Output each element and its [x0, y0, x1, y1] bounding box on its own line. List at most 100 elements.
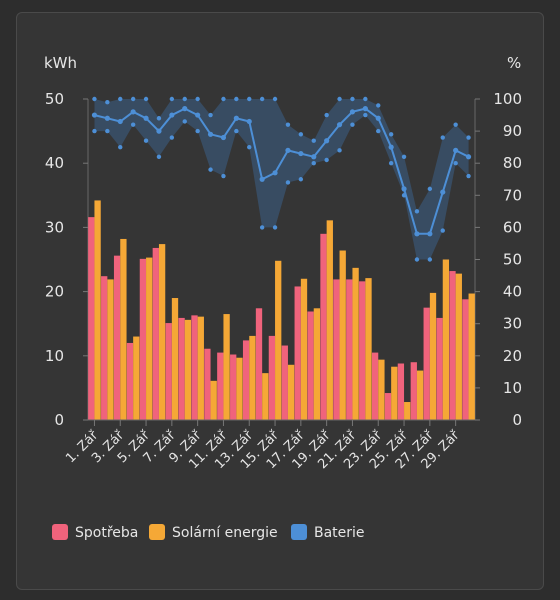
right-axis-tick-label: 10 — [503, 379, 522, 397]
bar-solarni-energie — [236, 357, 243, 420]
bar-spotreba — [255, 308, 263, 420]
battery-max-point — [143, 96, 149, 102]
battery-max-point — [401, 154, 407, 159]
battery-min-point — [298, 177, 304, 182]
bar-spotreba — [88, 217, 95, 420]
battery-max-point — [427, 186, 433, 192]
bar-solarni-energie — [300, 278, 308, 420]
bar-spotreba — [230, 354, 237, 420]
battery-avg-point — [427, 231, 433, 237]
battery-min-point — [311, 161, 316, 166]
battery-min-point — [363, 112, 368, 118]
right-axis-tick-label: 80 — [503, 154, 522, 172]
battery-avg-point — [362, 106, 368, 112]
battery-min-point — [466, 173, 471, 179]
battery-avg-point — [117, 118, 123, 125]
battery-avg-point — [272, 170, 278, 176]
battery-min-point — [156, 154, 162, 159]
bar-solarni-energie — [158, 244, 166, 420]
bar-spotreba — [307, 311, 314, 420]
legend-spotreba[interactable]: Spotřeba — [52, 524, 138, 541]
bar-spotreba — [397, 363, 405, 420]
bar-spotreba — [436, 317, 443, 420]
left-axis-tick-label: 50 — [45, 90, 64, 108]
battery-min-point — [324, 157, 329, 163]
battery-max-point — [169, 96, 175, 102]
bar-solarni-energie — [197, 316, 204, 420]
battery-max-point — [350, 96, 355, 102]
battery-max-point — [247, 96, 252, 102]
battery-min-point — [208, 167, 213, 172]
bar-spotreba — [462, 299, 469, 420]
battery-min-point — [388, 161, 394, 166]
battery-max-point — [285, 122, 291, 127]
bar-solarni-energie — [442, 259, 450, 420]
left-axis-tick-label: 10 — [45, 347, 64, 365]
battery-max-point — [466, 135, 471, 140]
battery-max-point — [440, 135, 445, 140]
battery-min-point — [259, 225, 265, 230]
battery-min-point — [272, 225, 278, 230]
bar-solarni-energie — [171, 298, 179, 420]
battery-max-point — [92, 96, 97, 102]
bar-spotreba — [268, 335, 276, 420]
battery-max-point — [414, 209, 420, 214]
legend-baterie[interactable]: Baterie — [291, 524, 365, 541]
battery-min-point — [118, 144, 123, 150]
battery-max-point — [453, 122, 458, 127]
battery-min-point — [414, 257, 420, 262]
battery-avg-point — [259, 176, 265, 182]
battery-avg-point — [169, 112, 175, 118]
bar-spotreba — [101, 276, 108, 420]
right-axis-tick-label: 30 — [503, 315, 522, 333]
bar-spotreba — [204, 348, 211, 420]
bar-spotreba — [346, 279, 353, 420]
bar-spotreba — [242, 340, 250, 420]
bar-solarni-energie — [249, 335, 256, 420]
bar-spotreba — [410, 362, 417, 420]
battery-avg-point — [104, 115, 110, 121]
battery-min-point — [453, 161, 458, 166]
battery-max-point — [105, 100, 110, 105]
battery-max-point — [376, 103, 381, 108]
battery-min-point — [350, 122, 355, 127]
right-axis-tick-label: 40 — [503, 283, 522, 301]
battery-max-point — [208, 112, 213, 118]
battery-max-point — [234, 96, 239, 102]
battery-min-point — [234, 128, 239, 134]
left-axis-tick-label: 30 — [45, 218, 64, 236]
legend-solarni-energie[interactable]: Solární energie — [149, 524, 278, 541]
battery-max-point — [272, 96, 278, 102]
bar-solarni-energie — [429, 292, 437, 420]
bar-spotreba — [126, 342, 134, 420]
bar-spotreba — [139, 258, 147, 420]
battery-min-point — [440, 228, 445, 233]
battery-avg-point — [298, 150, 304, 157]
battery-min-point — [376, 128, 381, 134]
battery-max-point — [182, 96, 187, 102]
battery-avg-point — [195, 112, 201, 118]
battery-avg-point — [349, 109, 356, 115]
battery-avg-point — [91, 112, 98, 118]
bar-spotreba — [359, 281, 366, 420]
battery-avg-point — [440, 189, 446, 195]
battery-max-point — [363, 96, 368, 102]
battery-avg-point — [156, 128, 162, 134]
right-axis-tick-label: 0 — [512, 411, 522, 429]
battery-max-point — [298, 132, 304, 137]
battery-avg-point — [336, 122, 343, 128]
battery-avg-line — [94, 107, 470, 235]
right-axis-tick-label: 70 — [503, 186, 522, 204]
left-axis-tick-label: 20 — [45, 283, 64, 301]
bar-solarni-energie — [326, 220, 333, 420]
right-axis-tick-label: 20 — [503, 347, 522, 365]
bar-solarni-energie — [416, 370, 424, 420]
battery-avg-point — [465, 154, 472, 160]
bar-solarni-energie — [455, 273, 462, 420]
legend-swatch — [52, 524, 68, 540]
battery-avg-point — [220, 134, 227, 141]
left-axis-tick-label: 40 — [45, 154, 64, 172]
bar-spotreba — [449, 271, 456, 420]
right-unit-label: % — [507, 54, 521, 72]
battery-min-point — [143, 138, 149, 143]
